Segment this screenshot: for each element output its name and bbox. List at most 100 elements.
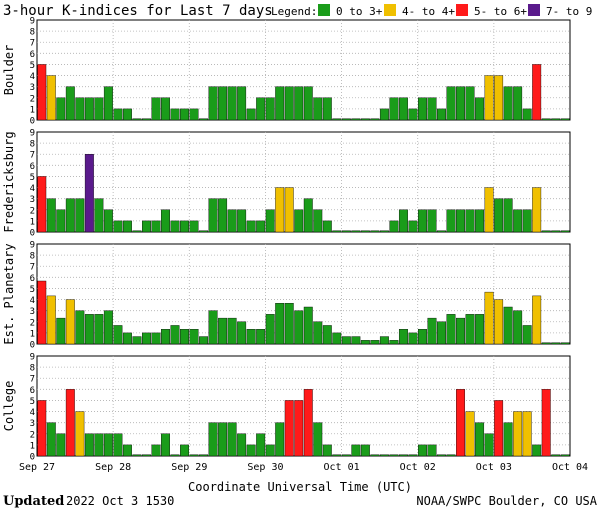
- y-tick-label: 4: [30, 296, 35, 306]
- k-index-bar: [56, 317, 66, 345]
- k-index-bar: [551, 230, 561, 233]
- k-index-bar: [513, 86, 523, 121]
- k-index-bar: [189, 454, 199, 457]
- k-index-bar: [132, 118, 142, 121]
- source-credit: NOAA/SWPC Boulder, CO USA: [416, 494, 597, 508]
- k-index-bar: [199, 118, 209, 121]
- k-index-bar: [456, 209, 466, 233]
- k-index-bar: [437, 230, 446, 233]
- k-index-bar: [303, 198, 313, 233]
- k-index-bar: [208, 198, 218, 233]
- y-tick-label: 9: [30, 17, 35, 27]
- k-index-bar: [446, 314, 456, 345]
- k-index-bar: [418, 329, 427, 345]
- k-index-bar: [475, 209, 485, 233]
- y-tick-label: 1: [30, 329, 35, 339]
- k-index-bar: [132, 230, 142, 233]
- k-index-bar: [513, 411, 523, 457]
- y-tick-label: 7: [30, 39, 35, 49]
- k-index-bar: [379, 230, 389, 233]
- k-index-bar: [360, 230, 370, 233]
- k-index-bar: [65, 389, 75, 457]
- k-index-bar: [456, 86, 466, 121]
- k-index-bar: [437, 454, 446, 457]
- k-index-bar: [275, 422, 285, 457]
- k-index-bar: [427, 317, 437, 345]
- k-index-bar: [503, 198, 513, 233]
- y-tick-label: 9: [30, 129, 35, 139]
- k-index-bar: [418, 444, 427, 457]
- y-tick-label: 6: [30, 386, 35, 396]
- k-index-bar: [141, 332, 151, 345]
- k-index-bar: [103, 433, 113, 457]
- y-tick-label: 5: [30, 285, 35, 295]
- k-index-bar: [541, 389, 551, 457]
- k-index-bar: [446, 209, 456, 233]
- k-index-bar: [284, 86, 294, 121]
- k-index-bar: [284, 303, 294, 345]
- k-index-bar: [94, 314, 104, 345]
- k-index-bar: [389, 340, 399, 345]
- legend-swatch-red: [456, 4, 468, 16]
- y-tick-label: 4: [30, 408, 35, 418]
- y-tick-label: 6: [30, 274, 35, 284]
- k-index-bar: [484, 291, 494, 345]
- k-index-bar: [218, 86, 228, 121]
- k-index-bar: [265, 209, 275, 233]
- k-index-bar: [341, 336, 351, 345]
- k-index-bar: [322, 97, 332, 121]
- k-index-bar: [313, 321, 323, 345]
- k-index-bar: [332, 230, 342, 233]
- y-tick-label: 7: [30, 375, 35, 385]
- panel-title: Est. Planetary: [2, 243, 16, 344]
- k-index-bar: [294, 310, 304, 345]
- k-index-bar: [351, 444, 361, 457]
- k-index-bar: [113, 433, 123, 457]
- x-tick-label: Oct 01: [324, 462, 360, 473]
- y-tick-label: 5: [30, 61, 35, 71]
- k-index-bar: [332, 118, 342, 121]
- k-index-bar: [398, 209, 408, 233]
- k-index-bar: [475, 314, 485, 345]
- k-index-bar: [551, 454, 561, 457]
- k-index-bar: [218, 198, 228, 233]
- y-tick-label: 6: [30, 50, 35, 60]
- k-index-bar: [551, 342, 561, 345]
- k-index-bar: [456, 317, 466, 345]
- k-index-bar: [313, 209, 323, 233]
- k-index-bar: [246, 220, 256, 233]
- k-index-bar: [513, 310, 523, 345]
- y-tick-label: 8: [30, 140, 35, 150]
- k-index-bar: [475, 97, 485, 121]
- k-index-bar: [503, 306, 513, 345]
- k-index-bar: [379, 336, 389, 345]
- legend-swatch-yellow: [384, 4, 396, 16]
- k-index-bar: [199, 230, 209, 233]
- k-index-bar: [360, 118, 370, 121]
- k-index-bar: [256, 220, 266, 233]
- x-tick-label: Oct 03: [476, 462, 512, 473]
- k-index-bar: [170, 220, 180, 233]
- k-index-bar: [560, 230, 570, 233]
- k-index-bar: [161, 209, 170, 233]
- y-tick-label: 8: [30, 364, 35, 374]
- k-index-bar: [161, 329, 170, 345]
- k-index-bar: [199, 454, 209, 457]
- k-index-bar: [541, 342, 551, 345]
- k-index-bar: [418, 209, 427, 233]
- k-index-bar: [332, 454, 342, 457]
- legend-label: Legend:: [271, 5, 317, 18]
- k-index-bar: [94, 198, 104, 233]
- k-index-bar: [294, 209, 304, 233]
- k-index-bar: [408, 332, 418, 345]
- k-index-bar: [237, 433, 247, 457]
- k-index-bar: [246, 444, 256, 457]
- k-index-bar: [237, 86, 247, 121]
- k-index-bar: [437, 321, 446, 345]
- k-index-bar: [465, 86, 475, 121]
- k-index-bar: [408, 220, 418, 233]
- k-index-bar: [465, 209, 475, 233]
- k-index-bar: [437, 108, 446, 121]
